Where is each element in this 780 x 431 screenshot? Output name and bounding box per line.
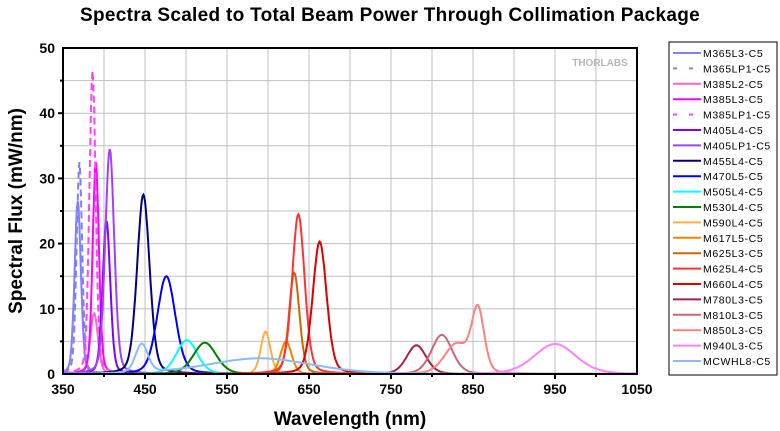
legend-item-label: M470L5-C5 [703, 171, 763, 183]
y-tick-label: 30 [39, 170, 55, 186]
x-tick-label: 550 [215, 381, 239, 397]
watermark: THORLABS [572, 58, 628, 69]
legend-item-label: M405LP1-C5 [703, 140, 771, 152]
legend-item-label: M780L3-C5 [703, 294, 763, 306]
x-tick-label: 850 [461, 381, 485, 397]
legend-item-label: M505L4-C5 [703, 187, 763, 199]
x-tick-label: 750 [379, 381, 403, 397]
x-axis-label: Wavelength (nm) [274, 409, 426, 430]
legend-item-label: M617L5-C5 [703, 233, 763, 245]
y-tick-label: 40 [39, 105, 55, 121]
legend-item-label: M365LP1-C5 [703, 63, 771, 75]
legend-item-label: M625L4-C5 [703, 264, 763, 276]
chart-title: Spectra Scaled to Total Beam Power Throu… [79, 5, 701, 26]
legend-item-label: M625L3-C5 [703, 248, 763, 260]
legend-item-label: M385LP1-C5 [703, 110, 771, 122]
legend-item-label: M385L2-C5 [703, 79, 763, 91]
legend-item-label: M365L3-C5 [703, 48, 763, 60]
legend-item-label: M810L3-C5 [703, 310, 763, 322]
x-tick-label: 450 [133, 381, 157, 397]
x-tick-label: 350 [51, 381, 75, 397]
y-axis-label: Spectral Flux (mW/nm) [6, 108, 27, 314]
y-tick-label: 20 [39, 236, 55, 252]
y-tick-label: 0 [47, 366, 55, 382]
y-tick-label: 10 [39, 301, 55, 317]
legend-item-label: M940L3-C5 [703, 341, 763, 353]
legend-item-label: M455L4-C5 [703, 156, 763, 168]
legend-item-label: M530L4-C5 [703, 202, 763, 214]
x-tick-label: 650 [297, 381, 321, 397]
x-tick-label: 950 [543, 381, 567, 397]
legend-item-label: M405L4-C5 [703, 125, 763, 137]
legend-item-label: M660L4-C5 [703, 279, 763, 291]
grid [63, 48, 637, 374]
y-tick-label: 50 [39, 40, 55, 56]
x-tick-label: 1050 [621, 381, 652, 397]
legend-item-label: MCWHL8-C5 [703, 356, 771, 368]
legend: M365L3-C5 M365LP1-C5 M385L2-C5 M385L3-C5 M38… [668, 41, 778, 376]
legend-item-label: M385L3-C5 [703, 94, 763, 106]
legend-item-label: M590L4-C5 [703, 217, 763, 229]
axis-ticks: 350 450 550 650 750 850 950 1050 0 10 20 30 40 50 [39, 40, 652, 397]
legend-item-label: M850L3-C5 [703, 325, 763, 337]
